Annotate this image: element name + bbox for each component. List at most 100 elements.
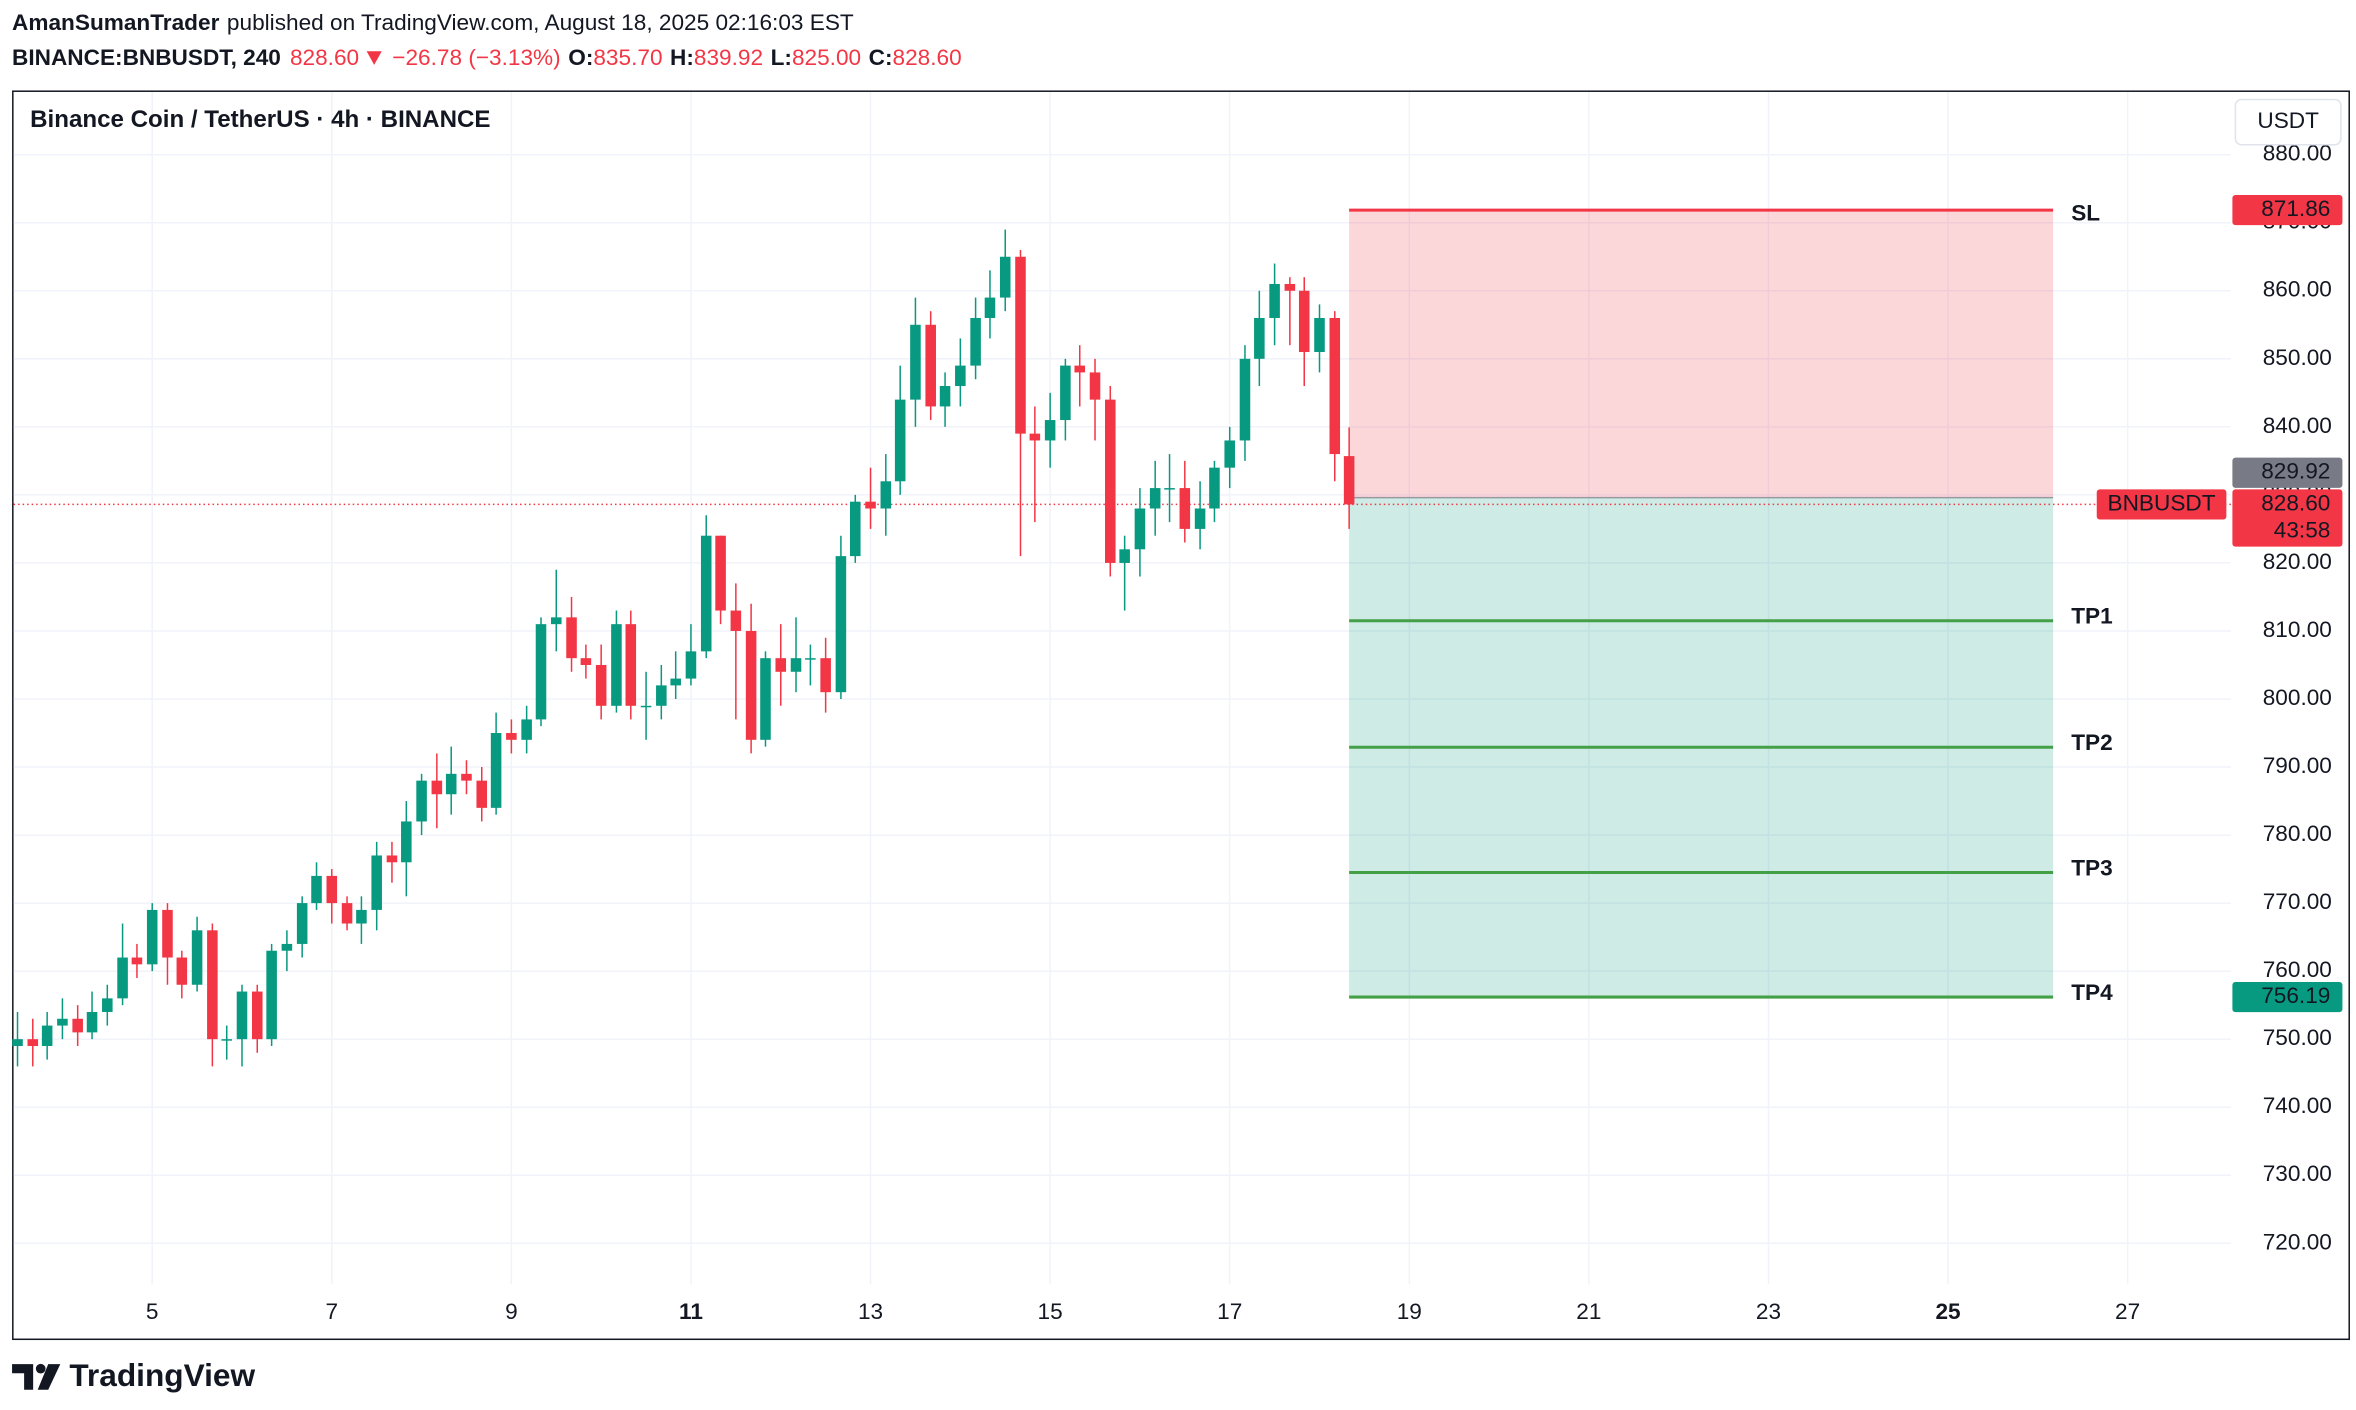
candle-body — [1239, 358, 1251, 441]
candle-body — [401, 821, 412, 863]
target-label: TP1 — [2071, 604, 2112, 629]
candle-body — [910, 324, 921, 400]
symbol-label-box — [2096, 489, 2227, 520]
candle-body — [1194, 508, 1206, 529]
candle-body — [57, 1018, 68, 1026]
candle-body — [805, 658, 816, 660]
ohlc-value: 828.60 — [893, 45, 962, 70]
candle-body — [580, 658, 592, 665]
candle-body — [850, 501, 861, 557]
candle-body — [416, 780, 427, 822]
candle-body — [1105, 399, 1116, 563]
candle-body — [191, 930, 203, 985]
y-tick-label: 770.00 — [2263, 889, 2332, 914]
y-tick-label: 720.00 — [2263, 1229, 2332, 1254]
x-tick-label: 5 — [146, 1299, 159, 1324]
candle-body — [371, 855, 382, 910]
candle-body — [102, 998, 113, 1012]
candle-body — [1119, 549, 1130, 563]
candle-body — [835, 556, 847, 693]
down-arrow-icon — [366, 51, 382, 65]
currency-button[interactable] — [2234, 98, 2342, 146]
candle-body — [999, 256, 1011, 298]
ohlc-key: O: — [568, 45, 593, 70]
currency[interactable]: USDT — [2257, 108, 2319, 133]
risk-zone — [1349, 210, 2054, 498]
price-label-box — [2232, 981, 2343, 1013]
candle-body — [925, 324, 936, 407]
candle-body — [955, 365, 966, 387]
candle-body — [251, 991, 263, 1040]
last: 828.60 — [290, 45, 359, 70]
candle-body — [939, 386, 951, 407]
candle-body — [1343, 456, 1355, 505]
candle-body — [745, 630, 757, 740]
candle-body — [1284, 283, 1296, 291]
candle-body — [700, 535, 712, 652]
candle-body — [1179, 488, 1191, 529]
x-tick-label: 23 — [1756, 1299, 1781, 1324]
stop-label: SL — [2071, 201, 2100, 226]
x-tick-label: 7 — [325, 1299, 338, 1324]
candle-body — [715, 535, 726, 611]
y-tick-label: 840.00 — [2263, 413, 2332, 438]
candle-body — [685, 651, 697, 679]
y-tick-label: 820.00 — [2263, 549, 2332, 574]
candle-body — [476, 780, 488, 808]
candle-body — [236, 991, 248, 1040]
candle-body — [27, 1039, 39, 1046]
ohlc-key: H: — [670, 45, 694, 70]
candle-body — [431, 780, 443, 795]
candle-body — [207, 930, 218, 1040]
candle-body — [1089, 372, 1101, 400]
candle-body — [356, 909, 367, 924]
candle-body — [386, 855, 398, 863]
header-line-2: BINANCE:BNBUSDT, 240 828.60 −26.78 (−3.13%… — [12, 45, 962, 70]
candle-body — [490, 733, 502, 808]
candle-body — [117, 957, 128, 999]
candle-body — [506, 733, 517, 740]
candle-body — [775, 658, 787, 672]
candle-body — [131, 957, 143, 965]
candle-body — [461, 773, 472, 781]
candle-body — [341, 903, 353, 924]
candle-body — [162, 909, 173, 958]
candle-body — [970, 317, 981, 366]
chart-title: Binance Coin / TetherUS · 4h · BINANCE — [30, 106, 490, 133]
candle-body — [790, 658, 802, 672]
candle-body — [566, 617, 577, 659]
candle-body — [1314, 317, 1325, 353]
candle-body — [1254, 317, 1265, 359]
candle-body — [326, 875, 338, 904]
candle-body — [41, 1025, 53, 1046]
x-tick-label: 25 — [1935, 1299, 1960, 1324]
candle-body — [670, 678, 681, 686]
candle-body — [1044, 420, 1056, 441]
candle-body — [640, 705, 652, 708]
candle-body — [595, 664, 607, 706]
candle-body — [760, 658, 771, 740]
y-tick-label: 850.00 — [2263, 345, 2332, 370]
candle-body — [296, 903, 308, 944]
countdown: 43:58 — [2274, 518, 2331, 543]
price-label: 871.86 — [2261, 196, 2330, 221]
candle-body — [1298, 290, 1310, 353]
candle-body — [1029, 433, 1041, 441]
candle-body — [266, 950, 277, 1040]
ohlc: O:835.70 H:839.92 L:825.00 C:828.60 — [568, 45, 961, 70]
y-tick-label: 750.00 — [2263, 1025, 2332, 1050]
candle-body — [221, 1039, 233, 1041]
x-tick-label: 21 — [1576, 1299, 1601, 1324]
ohlc-value: 825.00 — [792, 45, 861, 70]
candle-body — [1060, 365, 1071, 421]
y-tick-label: 780.00 — [2263, 821, 2332, 846]
x-tick-label: 17 — [1217, 1299, 1242, 1324]
x-tick-label: 11 — [679, 1299, 703, 1324]
price-label-box — [2232, 457, 2343, 488]
candle-body — [1134, 508, 1146, 550]
candle-body — [611, 624, 622, 706]
target-label: TP2 — [2071, 730, 2112, 755]
candle-body — [1074, 365, 1086, 373]
plot: 720.00 730.00 740.00 750.00 760.00 770.00 780.… — [12, 91, 2343, 1324]
symbol-label: BNBUSDT — [2108, 490, 2216, 515]
